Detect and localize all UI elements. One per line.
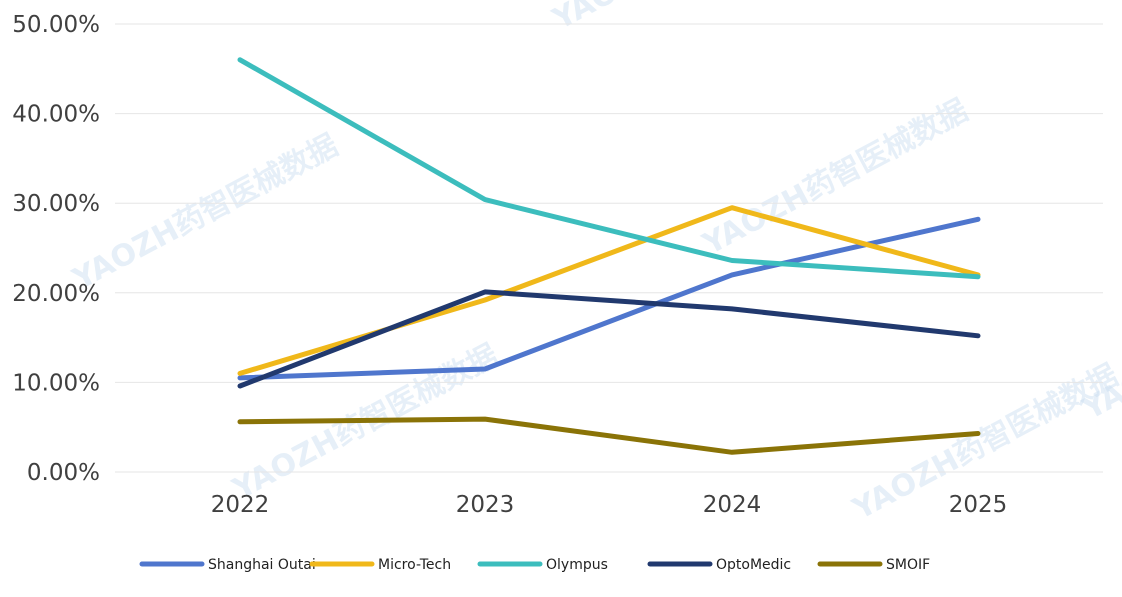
x-tick-label: 2024	[703, 492, 762, 518]
series-line-shanghai-outai	[237, 216, 981, 381]
watermark-text: YAOZH药智医械数据	[546, 0, 823, 38]
watermark-text: YAOZH药智医械数据	[1076, 258, 1122, 428]
x-tick-label: 2023	[456, 492, 515, 518]
legend: Shanghai Outai Micro-Tech Olympus OptoMedic…	[139, 557, 930, 573]
x-tick-label: 2025	[949, 492, 1008, 518]
series-lines	[237, 57, 981, 455]
legend-label: Olympus	[546, 557, 608, 573]
series-line-smoif	[237, 416, 981, 455]
gridlines	[115, 23, 1103, 473]
series-line-optomedic	[237, 289, 981, 389]
y-tick-label: 20.00%	[12, 281, 100, 307]
y-tick-label: 10.00%	[12, 370, 100, 396]
y-axis-ticks: 0.00% 10.00% 20.00% 30.00% 40.00% 50.00%	[12, 12, 100, 486]
x-axis-ticks: 2022 2023 2024 2025	[211, 492, 1008, 518]
legend-label: SMOIF	[886, 557, 930, 573]
y-tick-label: 0.00%	[27, 460, 100, 486]
legend-label: Micro-Tech	[378, 557, 451, 573]
y-tick-label: 30.00%	[12, 191, 100, 217]
legend-label: OptoMedic	[716, 557, 791, 573]
watermark-text: YAOZH药智医械数据	[66, 128, 343, 298]
legend-label: Shanghai Outai	[208, 557, 316, 573]
y-tick-label: 50.00%	[12, 12, 100, 38]
series-line-olympus	[237, 57, 981, 280]
x-tick-label: 2022	[211, 492, 270, 518]
y-tick-label: 40.00%	[12, 102, 100, 128]
